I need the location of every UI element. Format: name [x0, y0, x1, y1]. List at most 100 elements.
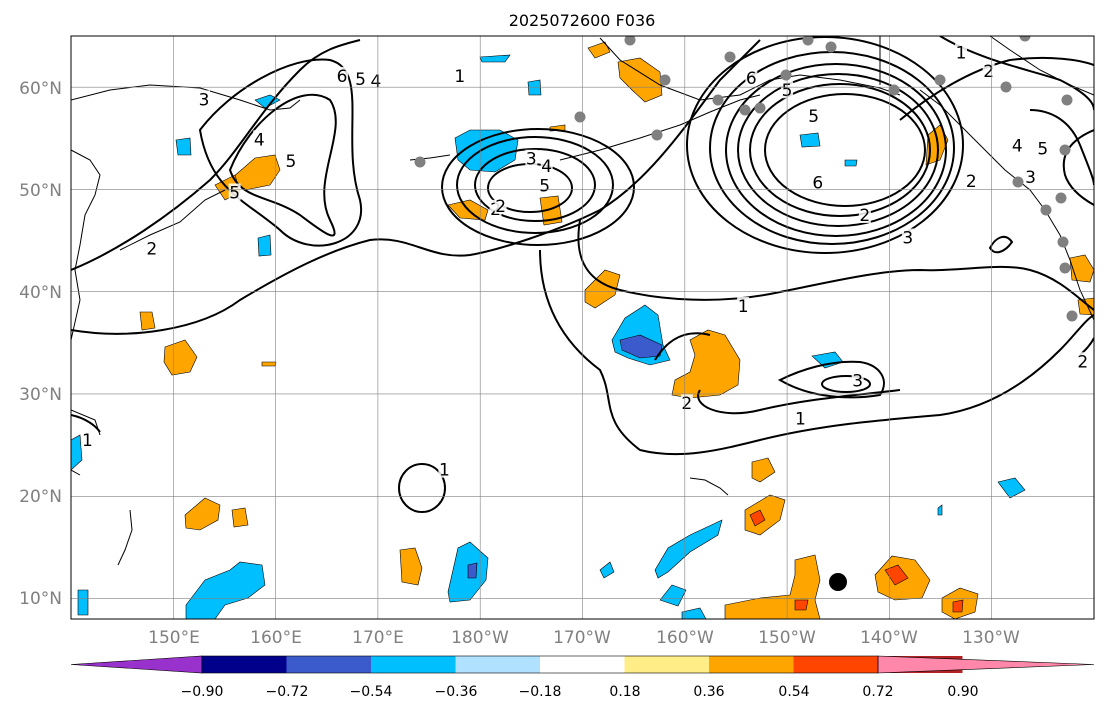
- negative-anomaly-blob: [599, 561, 615, 579]
- colorbar-segment: [286, 656, 371, 673]
- contour-label-bg: [284, 151, 297, 169]
- contour-label: 5: [229, 183, 240, 203]
- contour-label-bg: [145, 239, 158, 257]
- station-dot: [739, 104, 751, 116]
- contour-label: 3: [526, 150, 537, 170]
- contour-label: 1: [738, 297, 749, 317]
- station-dot: [1019, 36, 1031, 42]
- station-dot: [659, 74, 671, 86]
- contour-label-bg: [965, 172, 978, 190]
- lat-label: 20°N: [19, 487, 62, 507]
- positive-anomaly-blob: [163, 339, 198, 376]
- station-dot: [1059, 144, 1071, 156]
- colorbar-segment: [371, 656, 456, 673]
- contour-label-bg: [438, 460, 451, 478]
- station-dot: [888, 84, 900, 96]
- contour-label: 5: [539, 176, 550, 196]
- colorbar-segment: [202, 656, 287, 673]
- station-dot: [802, 36, 814, 46]
- positive-anomaly-blob: [231, 507, 249, 528]
- lon-label: 140°W: [860, 628, 918, 648]
- positive-anomaly-blob: [1069, 254, 1094, 283]
- contour-label: 2: [983, 62, 994, 82]
- positive-anomaly-blob: [587, 41, 611, 59]
- lon-label: 160°W: [656, 628, 714, 648]
- positive-anomaly-blob: [584, 269, 621, 309]
- colorbar-segment: [624, 656, 709, 673]
- lon-label: 170°W: [553, 628, 611, 648]
- contour-label: 1: [82, 431, 93, 451]
- gridlines: [71, 36, 1094, 619]
- contour-label: 6: [746, 69, 757, 89]
- lon-label: 170°E: [352, 628, 404, 648]
- contour-label-bg: [1036, 139, 1049, 157]
- negative-anomaly-blob: [71, 434, 83, 471]
- contour-label: 1: [956, 43, 967, 63]
- contour-label-bg: [737, 297, 750, 315]
- contour-label-bg: [228, 183, 241, 201]
- contour-label: 3: [902, 228, 913, 248]
- lon-label: 130°W: [962, 628, 1020, 648]
- contour-label: 4: [541, 157, 552, 177]
- contour-label-bg: [794, 409, 807, 427]
- contour-label: 6: [812, 173, 823, 193]
- contour-label: 2: [859, 206, 870, 226]
- contour-label: 2: [1077, 352, 1088, 372]
- contour-label: 5: [286, 152, 297, 172]
- negative-anomaly-blob: [479, 54, 511, 63]
- chart-title: 2025072600 F036: [509, 11, 656, 30]
- strong-positive-anomaly: [884, 564, 909, 586]
- contour-labels: 654134552345226556212453231321211: [81, 43, 1089, 481]
- contour-label-bg: [494, 196, 507, 214]
- contour-label-bg: [807, 106, 820, 124]
- colorbar-tick-label: 0.72: [862, 684, 893, 700]
- lon-label: 150°E: [148, 628, 200, 648]
- station-dot: [574, 111, 586, 123]
- colorbar-segment: [793, 656, 878, 673]
- station-dot: [1059, 262, 1071, 274]
- negative-anomaly-blob: [527, 79, 542, 96]
- contour-label-bg: [525, 149, 538, 167]
- contour-label-bg: [955, 43, 968, 61]
- contour-label-bg: [1011, 136, 1024, 154]
- positive-anomaly-blob: [139, 311, 156, 331]
- colorbar-segment: [709, 656, 794, 673]
- colorbar-tick-label: −0.72: [266, 684, 309, 700]
- colorbar-tick-label: 0.90: [947, 684, 978, 700]
- contour-label: 2: [495, 197, 506, 217]
- station-dot: [651, 129, 663, 141]
- colorbar-frame: [201, 655, 879, 674]
- strong-positive-anomaly: [794, 599, 809, 611]
- positive-anomaly-blob: [1077, 297, 1094, 316]
- position-marker: [829, 573, 847, 591]
- longitude-labels: 150°E 160°E 170°E 180°W 170°W 160°W 150°…: [148, 628, 1020, 648]
- station-dot: [754, 102, 766, 114]
- negative-anomaly-blob: [799, 132, 821, 148]
- positive-anomaly-blob: [261, 361, 277, 367]
- strong-positive-anomaly: [952, 599, 964, 613]
- station-dot: [724, 51, 736, 63]
- contour-label-bg: [1076, 352, 1089, 370]
- station-dot: [1040, 204, 1052, 216]
- colorbar-tick-label: 0.54: [778, 684, 809, 700]
- colorbar-extend-min: [70, 655, 203, 674]
- lon-label: 150°W: [758, 628, 816, 648]
- contour-label: 1: [439, 461, 450, 481]
- negative-anomaly-blob: [844, 159, 858, 167]
- contour-label: 1: [454, 67, 465, 87]
- positive-anomaly-blob: [617, 57, 663, 103]
- contour-label: 2: [966, 172, 977, 192]
- contour-label: 2: [146, 240, 157, 260]
- contour-label: 2: [681, 394, 692, 414]
- strong-positive-anomaly: [749, 509, 766, 527]
- colorbar-segment: [455, 656, 540, 673]
- contour-label: 3: [852, 372, 863, 392]
- contour-label: 3: [199, 90, 210, 110]
- colorbar: [70, 655, 1095, 674]
- map-frame: [70, 35, 1095, 620]
- contour-label: 1: [795, 410, 806, 430]
- station-dot: [712, 94, 724, 106]
- strong-negative-anomaly: [467, 562, 478, 579]
- contour-label-bg: [369, 72, 382, 90]
